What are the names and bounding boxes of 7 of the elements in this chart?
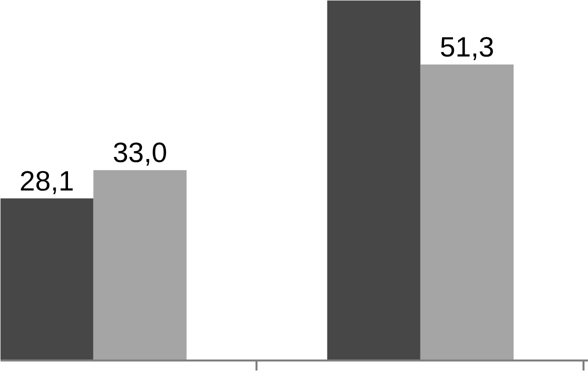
bar	[93, 170, 187, 360]
data-label: 33,0	[112, 137, 168, 168]
bar	[420, 64, 514, 360]
data-label: 28,1	[20, 165, 74, 196]
bar	[327, 0, 420, 360]
data-label: 51,3	[440, 32, 494, 63]
bar	[0, 198, 94, 360]
